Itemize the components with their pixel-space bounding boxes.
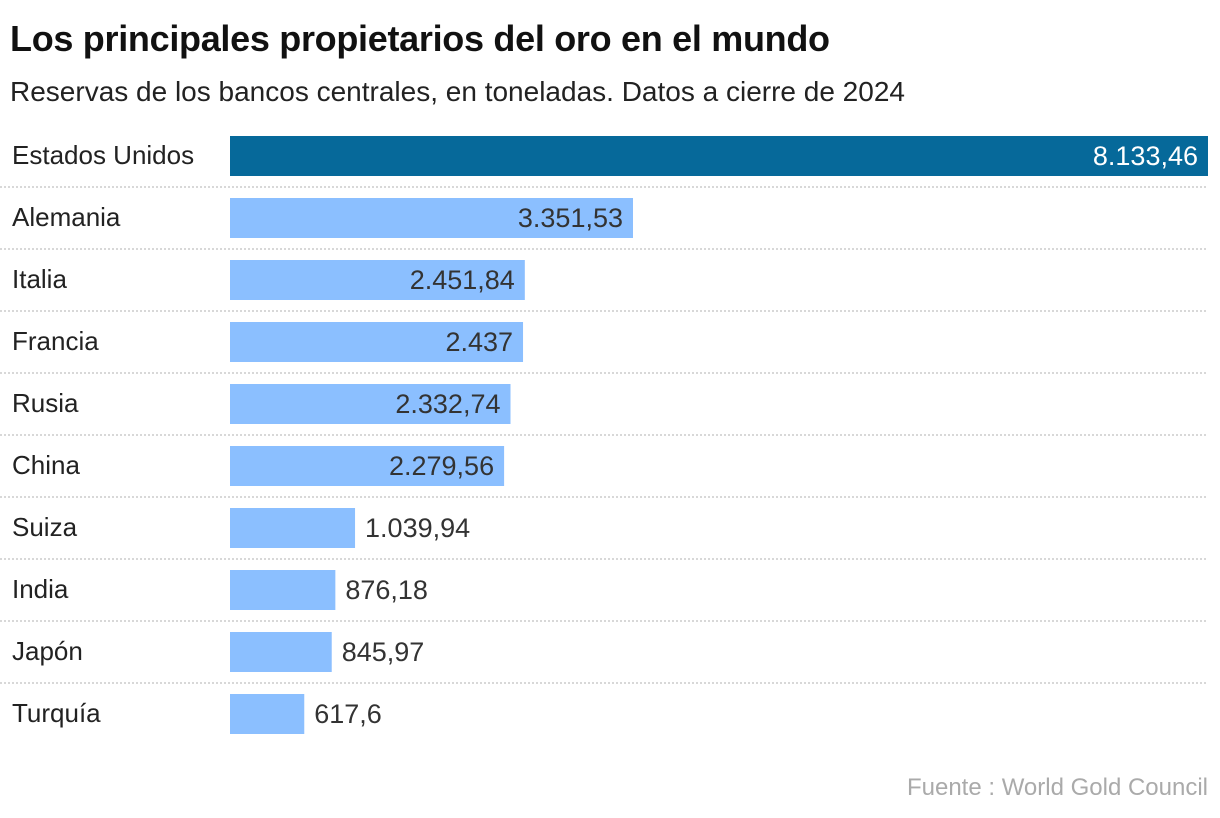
- bar: [230, 384, 511, 424]
- bar: [230, 694, 305, 734]
- value-label: 2.437: [445, 327, 513, 357]
- chart-subtitle: Reservas de los bancos centrales, en ton…: [10, 76, 905, 107]
- category-label: Japón: [12, 636, 83, 666]
- value-label: 2.279,56: [389, 451, 494, 481]
- bar: [230, 322, 524, 362]
- category-label: Rusia: [12, 388, 79, 418]
- chart-title: Los principales propietarios del oro en …: [10, 18, 830, 59]
- category-label: China: [12, 450, 80, 480]
- bar: [230, 198, 634, 238]
- value-label: 2.332,74: [395, 389, 500, 419]
- category-label: Francia: [12, 326, 99, 356]
- value-label: 3.351,53: [518, 203, 623, 233]
- value-label: 1.039,94: [365, 513, 470, 543]
- value-label: 617,6: [314, 699, 382, 729]
- value-label: 845,97: [342, 637, 425, 667]
- category-label: Alemania: [12, 202, 121, 232]
- chart-source: Fuente : World Gold Council: [906, 774, 1208, 801]
- value-label: 2.451,84: [410, 265, 515, 295]
- bar: [230, 260, 525, 300]
- category-label: Suiza: [12, 512, 78, 542]
- category-label: Italia: [12, 264, 67, 294]
- category-label: India: [12, 574, 69, 604]
- value-label: 8.133,46: [1093, 141, 1198, 171]
- category-label: Estados Unidos: [12, 140, 194, 170]
- bar: [230, 570, 336, 610]
- bar: [230, 446, 505, 486]
- bar: [230, 508, 356, 548]
- bar: [230, 136, 1208, 176]
- bar: [230, 632, 332, 672]
- value-label: 876,18: [345, 575, 428, 605]
- category-label: Turquía: [12, 698, 101, 728]
